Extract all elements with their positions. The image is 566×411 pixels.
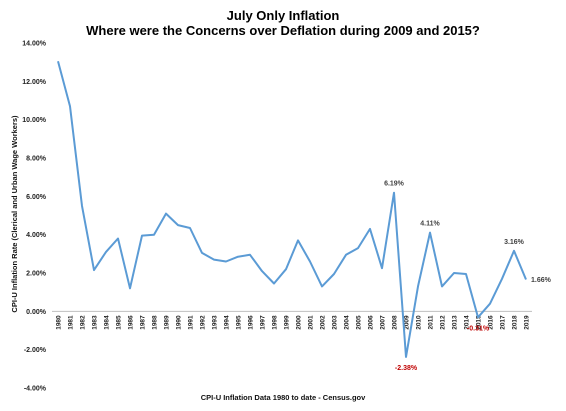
y-tick-label: -2.00% — [24, 347, 47, 354]
x-tick-label: 2011 — [428, 315, 435, 329]
x-tick-label: 2007 — [380, 315, 387, 330]
x-tick-label: 2010 — [416, 315, 423, 330]
y-tick-label: 0.00% — [26, 309, 47, 316]
x-tick-label: 2012 — [440, 315, 447, 330]
y-tick-label: 6.00% — [26, 194, 47, 201]
x-tick-label: 1991 — [188, 315, 195, 330]
x-tick-label: 1980 — [56, 315, 63, 330]
x-tick-label: 1989 — [164, 315, 171, 330]
x-tick-label: 1984 — [104, 315, 111, 330]
y-axis-ticks: -4.00% -2.00% 0.00% 2.00% 4.00% 6.00% 8.00% 10.… — [22, 41, 47, 393]
y-tick-label: 8.00% — [26, 156, 47, 163]
data-labels: 6.19% -2.38% 4.11% -0.31% 3.16% 1.66% — [384, 181, 552, 372]
y-axis-label: CPI-U Inflation Rate (Clerical and Urban… — [10, 115, 19, 313]
y-tick-label: 4.00% — [26, 232, 47, 239]
y-tick-label: 10.00% — [22, 117, 47, 124]
x-tick-label: 2003 — [332, 315, 339, 330]
x-tick-label: 1987 — [140, 315, 147, 330]
x-tick-label: 2016 — [488, 315, 495, 330]
x-tick-label: 2005 — [356, 315, 363, 330]
x-tick-label: 2015 — [476, 315, 483, 330]
x-axis-label: CPI-U Inflation Data 1980 to date - Cens… — [201, 393, 366, 402]
y-tick-label: -4.00% — [24, 386, 47, 393]
x-tick-label: 1994 — [224, 315, 231, 330]
y-tick-label: 2.00% — [26, 271, 47, 278]
x-tick-label: 2000 — [296, 315, 303, 330]
x-tick-label: 2008 — [392, 315, 399, 330]
y-tick-label: 12.00% — [22, 79, 47, 86]
chart-title: July Only Inflation — [227, 8, 340, 23]
x-tick-label: 1995 — [236, 315, 243, 330]
x-tick-label: 1992 — [200, 315, 207, 330]
x-tick-label: 1986 — [128, 315, 135, 330]
x-tick-label: 1997 — [260, 315, 267, 330]
data-label: 6.19% — [384, 181, 405, 188]
x-tick-label: 1998 — [272, 315, 279, 330]
x-tick-label: 1982 — [80, 315, 87, 330]
series-line — [57, 60, 527, 358]
x-tick-label: 1988 — [152, 315, 159, 330]
x-tick-label: 2018 — [512, 315, 519, 330]
x-axis-ticks: 1980 1981 1982 1983 1984 1985 1986 1987 1988 1989… — [56, 315, 531, 330]
x-tick-label: 1996 — [248, 315, 255, 330]
x-tick-label: 2002 — [320, 315, 327, 330]
x-tick-label: 1983 — [92, 315, 99, 330]
x-tick-label: 2004 — [344, 315, 351, 330]
y-tick-label: 14.00% — [22, 41, 47, 48]
data-label: 4.11% — [420, 221, 440, 228]
x-tick-label: 2001 — [308, 315, 315, 330]
x-tick-label: 2014 — [464, 315, 471, 330]
chart-subtitle: Where were the Concerns over Deflation d… — [86, 23, 480, 38]
x-tick-label: 2013 — [452, 315, 459, 330]
x-tick-label: 2017 — [500, 315, 507, 330]
x-tick-label: 2009 — [404, 315, 411, 330]
x-tick-label: 1993 — [212, 315, 219, 330]
x-tick-label: 1999 — [284, 315, 291, 330]
data-label: 3.16% — [504, 239, 525, 246]
x-tick-label: 1985 — [116, 315, 123, 330]
x-tick-label: 2019 — [524, 315, 531, 330]
x-tick-label: 1990 — [176, 315, 183, 330]
data-label: -2.38% — [395, 365, 418, 372]
data-label: -0.31% — [467, 325, 490, 332]
x-tick-label: 2006 — [368, 315, 375, 330]
x-tick-label: 1981 — [68, 315, 75, 330]
data-label: 1.66% — [531, 277, 552, 284]
